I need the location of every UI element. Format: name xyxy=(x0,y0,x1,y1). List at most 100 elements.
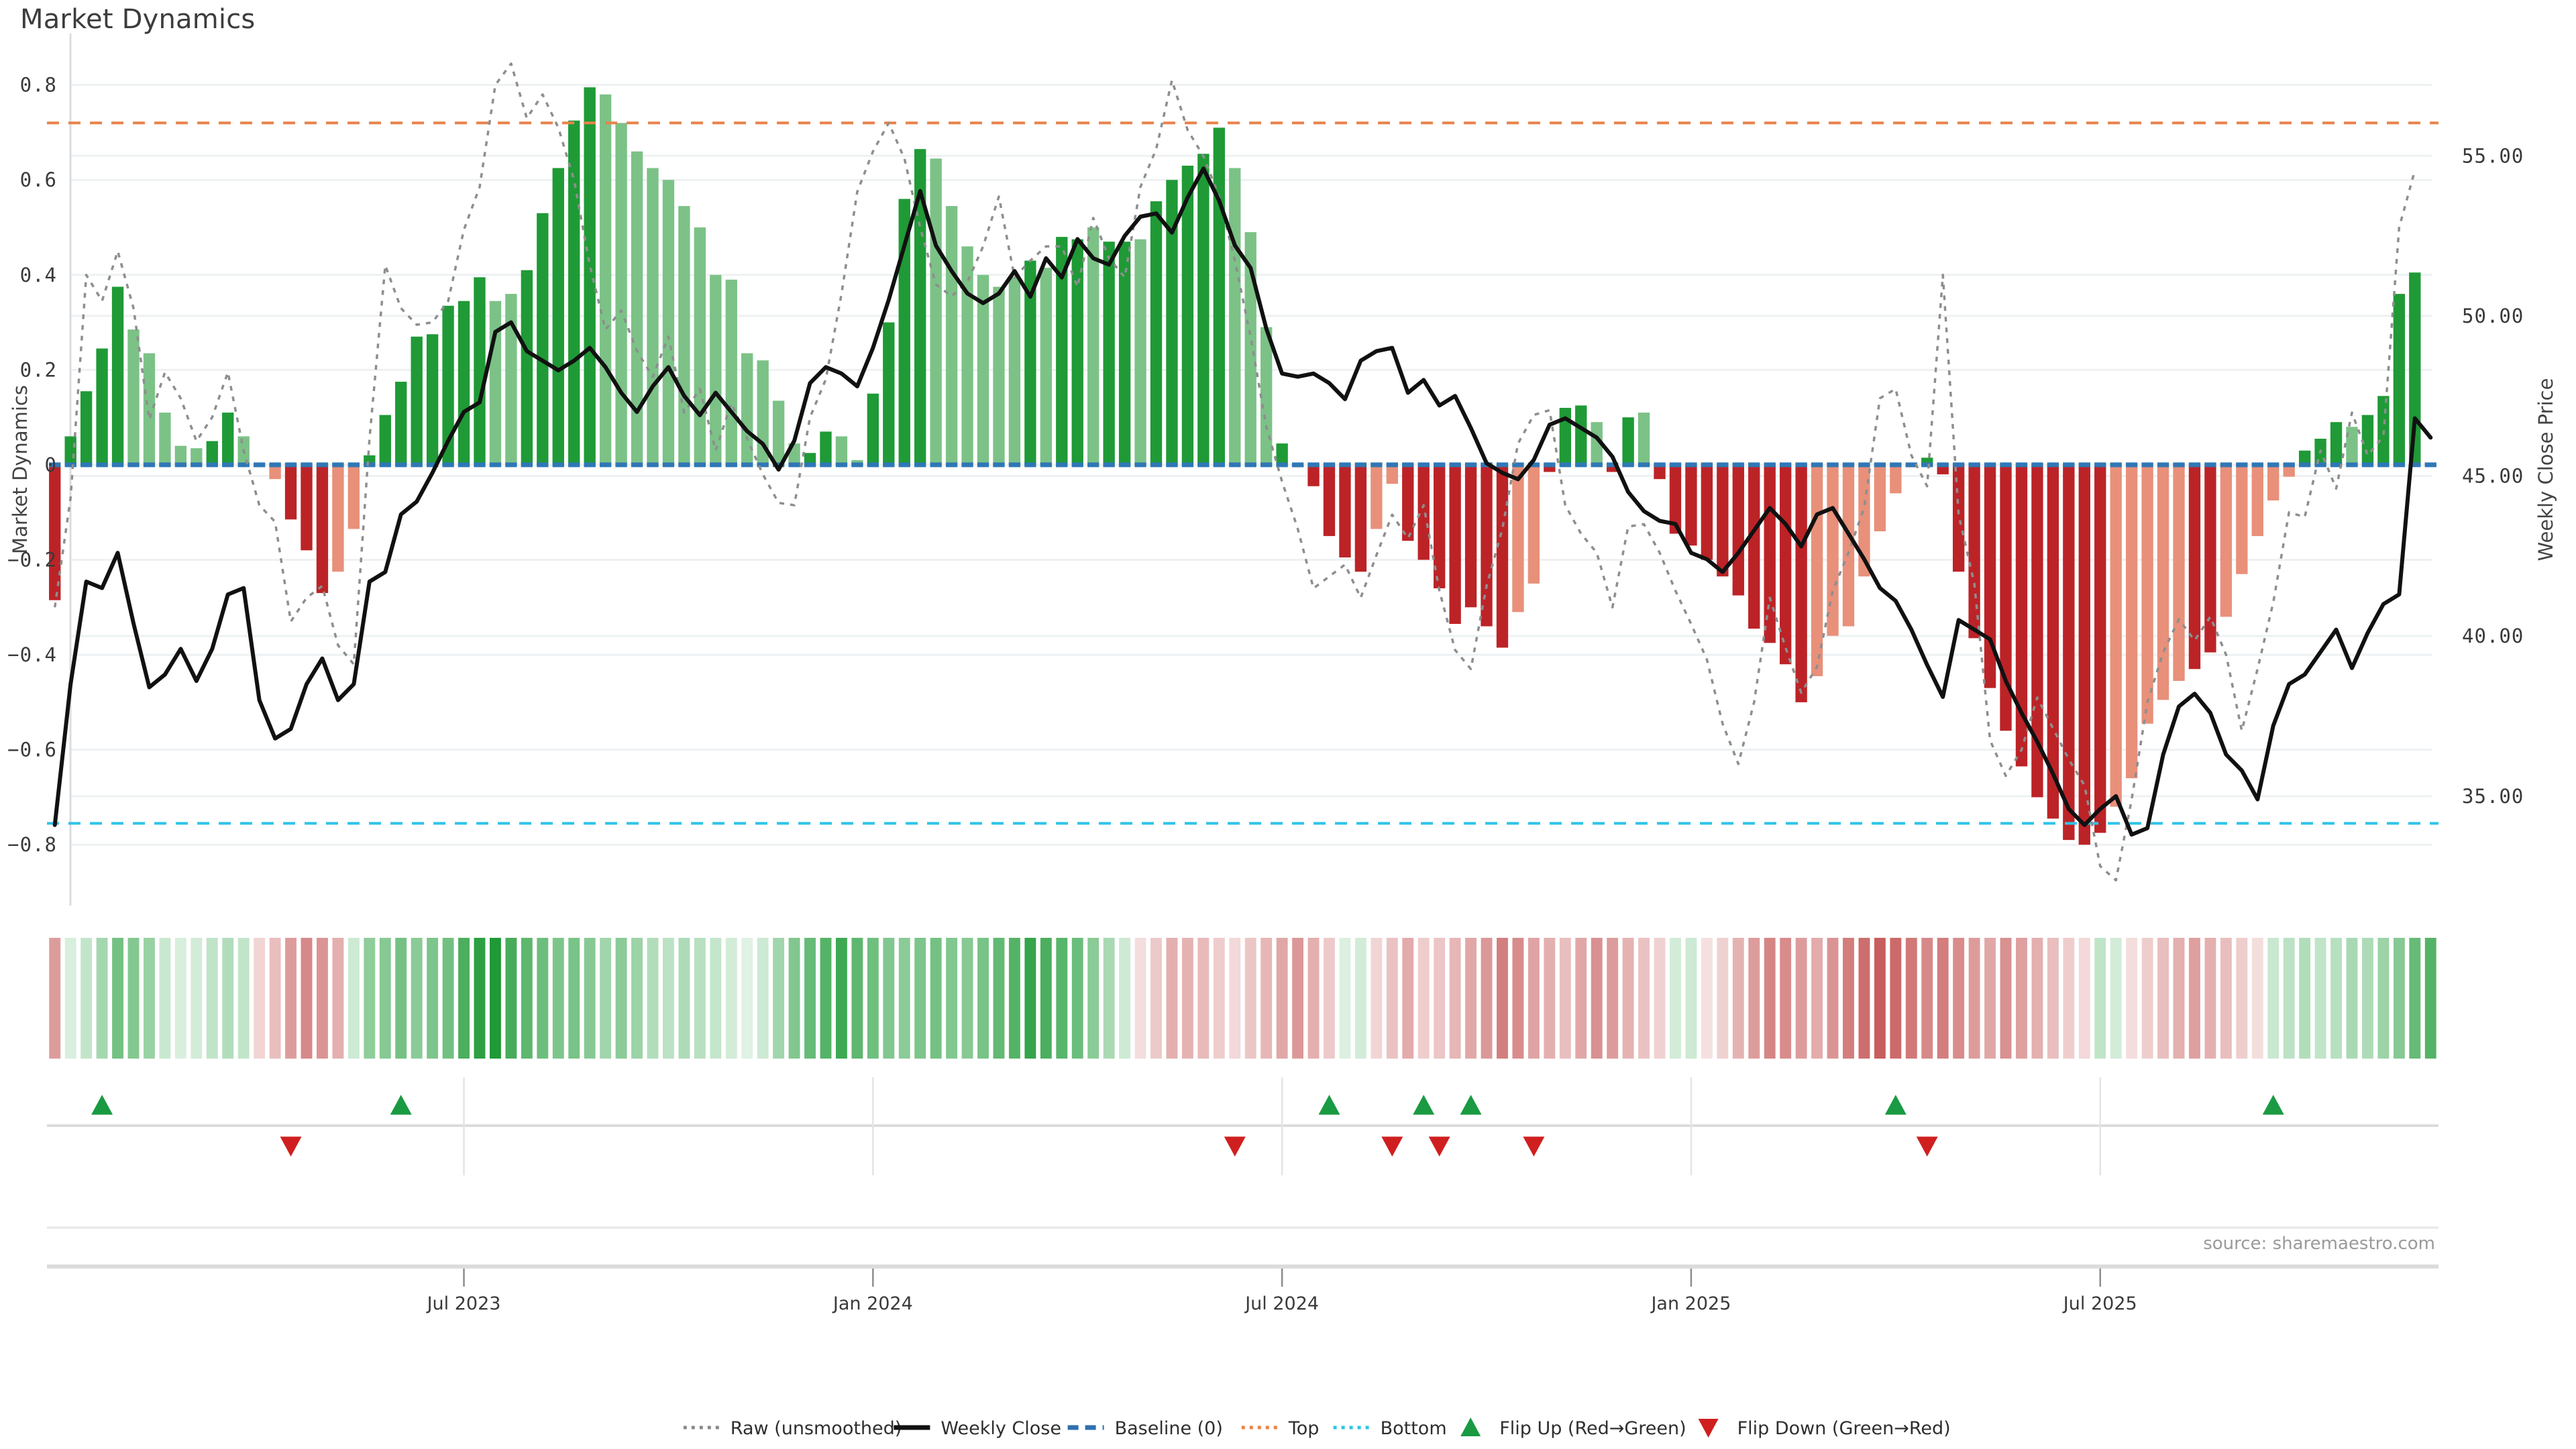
bar-116 xyxy=(1874,464,1886,532)
heatmap-cell-60 xyxy=(993,938,1005,1059)
bar-114 xyxy=(1842,464,1855,627)
bar-113 xyxy=(1827,464,1839,636)
bar-147 xyxy=(2361,415,2374,465)
legend-key-triangle-up-icon-5 xyxy=(1460,1417,1481,1436)
bar-127 xyxy=(2047,464,2059,819)
heatmap-cell-7 xyxy=(159,938,171,1059)
bar-101 xyxy=(1638,413,1650,465)
bar-105 xyxy=(1701,464,1713,560)
heatmap-cell-51 xyxy=(851,938,863,1059)
heatmap-cell-145 xyxy=(2330,938,2342,1059)
legend-label-2: Baseline (0) xyxy=(1115,1418,1223,1439)
heatmap-cell-43 xyxy=(725,938,737,1059)
heatmap-cell-93 xyxy=(1512,938,1524,1059)
bar-19 xyxy=(347,464,360,529)
heatmap-cell-144 xyxy=(2314,938,2326,1059)
heatmap-cell-131 xyxy=(2110,938,2122,1059)
bar-15 xyxy=(284,464,297,520)
bar-136 xyxy=(2188,464,2201,669)
heatmap-cell-112 xyxy=(1811,938,1823,1059)
x-tick-label-4: Jul 2025 xyxy=(2062,1293,2137,1314)
heatmap-cell-69 xyxy=(1134,938,1146,1059)
heatmap-cell-16 xyxy=(301,938,313,1059)
heatmap-cell-91 xyxy=(1481,938,1493,1059)
bar-0 xyxy=(49,464,61,600)
bar-4 xyxy=(111,286,124,465)
heatmap-cell-128 xyxy=(2063,938,2075,1059)
heatmap-cell-28 xyxy=(489,938,501,1059)
bar-49 xyxy=(820,431,832,465)
bar-81 xyxy=(1323,464,1336,537)
legend-label-4: Bottom xyxy=(1381,1418,1447,1439)
heatmap-cell-57 xyxy=(946,938,958,1059)
bar-57 xyxy=(945,206,958,465)
heatmap-cell-142 xyxy=(2283,938,2295,1059)
bar-97 xyxy=(1575,405,1587,465)
heatmap-cell-148 xyxy=(2377,938,2390,1059)
bar-71 xyxy=(1166,180,1178,465)
heatmap-cell-46 xyxy=(773,938,785,1059)
bar-125 xyxy=(2015,464,2028,767)
heatmap-cell-108 xyxy=(1748,938,1760,1059)
y-tick-left-7: −0.6 xyxy=(7,739,57,761)
bar-82 xyxy=(1339,464,1351,557)
y-tick-left-4: 0 xyxy=(45,453,57,476)
heatmap-cell-45 xyxy=(757,938,769,1059)
bar-66 xyxy=(1087,227,1099,465)
bar-42 xyxy=(710,274,722,465)
bar-40 xyxy=(678,206,690,465)
heatmap-cell-126 xyxy=(2031,938,2043,1059)
bar-27 xyxy=(474,277,486,465)
bar-7 xyxy=(159,413,171,465)
heatmap-cell-116 xyxy=(1874,938,1886,1059)
heatmap-cell-11 xyxy=(222,938,234,1059)
heatmap-cell-106 xyxy=(1717,938,1729,1059)
bar-53 xyxy=(883,322,895,465)
legend-item-3: Top xyxy=(1241,1418,1319,1439)
bar-1 xyxy=(64,436,76,465)
bar-83 xyxy=(1354,464,1367,572)
y-tick-right-2: 45.00 xyxy=(2462,465,2524,488)
bar-146 xyxy=(2346,427,2358,465)
bar-124 xyxy=(2000,464,2012,731)
bar-99 xyxy=(1606,464,1619,472)
bar-100 xyxy=(1622,417,1634,465)
bar-103 xyxy=(1669,464,1682,534)
heatmap-cell-2 xyxy=(80,938,93,1059)
heatmap-cell-140 xyxy=(2251,938,2263,1059)
bar-120 xyxy=(1937,464,1949,475)
heatmap-cell-150 xyxy=(2409,938,2421,1059)
heatmap-cell-20 xyxy=(364,938,376,1059)
heatmap-cell-39 xyxy=(662,938,674,1059)
heatmap-cell-71 xyxy=(1166,938,1178,1059)
bar-77 xyxy=(1260,327,1273,465)
heatmap-cell-90 xyxy=(1465,938,1477,1059)
heatmap-cell-123 xyxy=(1984,938,1996,1059)
bar-61 xyxy=(1008,277,1021,465)
bar-65 xyxy=(1071,239,1083,465)
y-tick-left-5: −0.2 xyxy=(7,548,57,571)
bar-121 xyxy=(1952,464,1965,572)
heatmap-cell-121 xyxy=(1953,938,1965,1059)
bar-126 xyxy=(2031,464,2043,798)
bar-76 xyxy=(1244,232,1256,465)
legend-item-1: Weekly Close xyxy=(894,1418,1061,1439)
heatmap-cell-6 xyxy=(144,938,155,1059)
heatmap-cell-119 xyxy=(1921,938,1933,1059)
heatmap-cell-74 xyxy=(1213,938,1225,1059)
heatmap-cell-137 xyxy=(2204,938,2216,1059)
heatmap-cell-5 xyxy=(127,938,140,1059)
flip-up-marker-2 xyxy=(1318,1095,1340,1115)
bar-64 xyxy=(1056,237,1068,465)
bar-8 xyxy=(174,445,187,465)
heatmap-cell-117 xyxy=(1890,938,1902,1059)
bar-5 xyxy=(127,329,140,465)
y-tick-right-3: 40.00 xyxy=(2462,625,2524,647)
heatmap-cell-56 xyxy=(930,938,942,1059)
heatmap-cell-9 xyxy=(191,938,203,1059)
bar-23 xyxy=(411,336,423,465)
bar-139 xyxy=(2236,464,2248,574)
heatmap-cell-59 xyxy=(977,938,989,1059)
bar-41 xyxy=(694,227,706,465)
